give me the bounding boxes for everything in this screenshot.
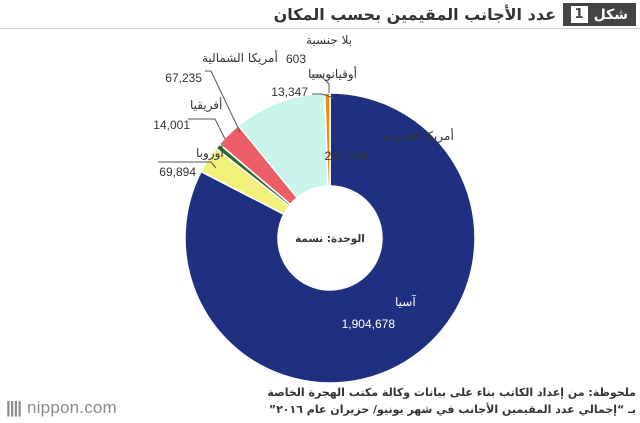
slice-label-stateless: بلا جنسية xyxy=(306,33,352,47)
slice-label-north-america: أمريكا الشمالية xyxy=(202,50,278,66)
nippon-logo-mark-icon: |||| xyxy=(6,398,22,417)
slice-value-stateless: 603 xyxy=(286,52,306,66)
source-note-line-1: ملحوظة: من إعداد الكاتب بناء على بيانات … xyxy=(267,386,636,399)
source-note-line-2: بـ “إجمالي عدد المقيمين الأجانب في شهر ي… xyxy=(268,403,636,416)
header-divider xyxy=(0,28,640,29)
slice-value-north-america: 67,235 xyxy=(165,71,202,85)
slice-value-south-america: 237,630 xyxy=(325,149,369,163)
nippon-brand-text: nippon.com xyxy=(27,398,117,417)
leader-line-oceania xyxy=(312,93,335,99)
slice-value-europe: 69,894 xyxy=(159,165,196,179)
nippon-logo: |||| nippon.com xyxy=(6,398,117,418)
leader-line-europe xyxy=(158,161,217,169)
slice-value-africa: 14,001 xyxy=(153,118,190,132)
leader-line-north-america xyxy=(205,70,241,133)
slice-label-africa: أفريقيا xyxy=(190,97,222,113)
leader-line-stateless xyxy=(312,74,330,93)
slice-label-europe: أوروبا xyxy=(196,145,224,161)
slice-6 xyxy=(323,92,331,187)
leader-line-africa xyxy=(188,118,226,140)
slice-1 xyxy=(184,92,476,384)
chart-header: شكل 1 عدد الأجانب المقيمين بحسب المكان xyxy=(0,0,640,30)
figure-badge: شكل 1 xyxy=(562,3,636,26)
slice-value-asia: 1,904,678 xyxy=(342,317,396,331)
slice-label-asia: آسيا xyxy=(395,294,416,309)
slice-value-oceania: 13,347 xyxy=(271,85,308,99)
chart-title: عدد الأجانب المقيمين بحسب المكان xyxy=(273,5,556,24)
center-unit-label: الوحدة: نسمة xyxy=(295,233,365,245)
slice-label-south-america: أمريكا الجنوبية xyxy=(382,128,454,144)
source-note: ملحوظة: من إعداد الكاتب بناء على بيانات … xyxy=(166,384,636,418)
slice-label-oceania: أوقيانوسيا xyxy=(308,66,357,82)
figure-badge-word: شكل xyxy=(593,6,628,23)
figure-badge-number: 1 xyxy=(570,6,588,23)
